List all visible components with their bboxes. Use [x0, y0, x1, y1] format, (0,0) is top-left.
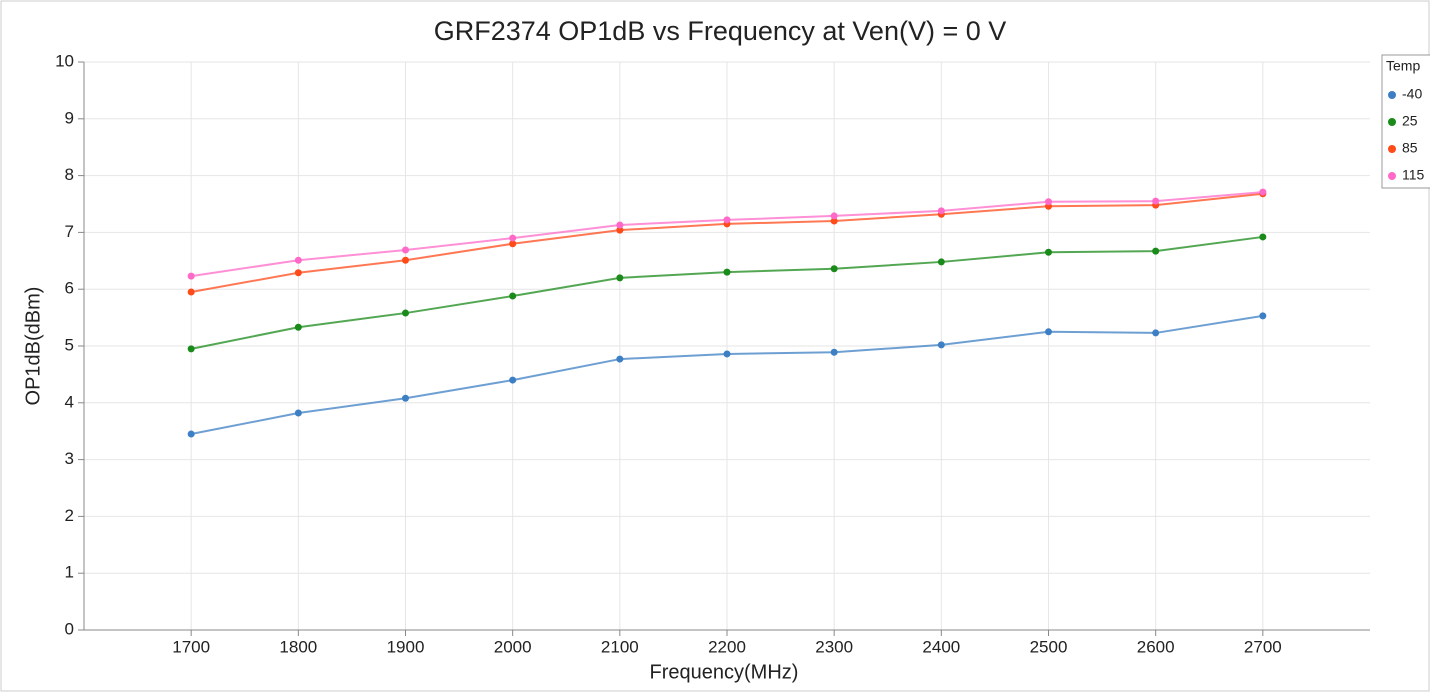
y-tick-label: 5 [65, 335, 74, 354]
x-tick-label: 2600 [1137, 637, 1175, 656]
x-tick-label: 2000 [494, 637, 532, 656]
legend-marker [1388, 172, 1396, 180]
legend-label: 85 [1402, 140, 1418, 156]
y-tick-label: 1 [65, 563, 74, 582]
x-tick-label: 2200 [708, 637, 746, 656]
y-tick-label: 10 [55, 51, 74, 70]
data-point [1152, 197, 1160, 205]
data-point [294, 256, 302, 264]
data-point [1152, 247, 1160, 255]
data-point [294, 409, 302, 417]
x-tick-label: 1700 [172, 637, 210, 656]
legend-label: -40 [1402, 86, 1422, 102]
y-tick-label: 3 [65, 449, 74, 468]
x-tick-label: 2700 [1244, 637, 1282, 656]
y-tick-label: 2 [65, 506, 74, 525]
data-point [937, 258, 945, 266]
data-point [723, 268, 731, 276]
data-point [1045, 328, 1052, 336]
data-point [509, 234, 517, 242]
legend-label: 115 [1402, 167, 1425, 183]
x-tick-label: 2300 [815, 637, 853, 656]
data-point [937, 341, 945, 349]
data-point [187, 345, 195, 353]
data-point [616, 221, 624, 229]
legend-marker [1388, 91, 1396, 99]
data-point [402, 256, 409, 264]
data-point [723, 350, 731, 358]
data-point [830, 217, 838, 225]
data-point [830, 265, 838, 273]
chart-title: GRF2374 OP1dB vs Frequency at Ven(V) = 0… [434, 16, 1007, 46]
data-point [616, 355, 624, 363]
x-tick-label: 1800 [279, 637, 317, 656]
data-point [937, 207, 945, 215]
data-point [616, 226, 624, 234]
data-point [294, 269, 302, 277]
y-tick-label: 0 [65, 619, 74, 638]
data-point [1259, 233, 1267, 241]
y-tick-label: 8 [65, 165, 74, 184]
data-point [1152, 329, 1160, 337]
legend-marker [1388, 118, 1396, 126]
x-tick-label: 2500 [1030, 637, 1068, 656]
y-tick-label: 9 [65, 108, 74, 127]
x-tick-label: 2400 [922, 637, 960, 656]
data-point [187, 430, 195, 438]
legend-label: 25 [1402, 113, 1418, 129]
x-tick-label: 2100 [601, 637, 639, 656]
data-point [187, 272, 195, 280]
y-tick-label: 6 [65, 279, 74, 298]
data-point [187, 288, 195, 296]
data-point [616, 274, 624, 282]
data-point [830, 212, 838, 220]
legend-marker [1388, 145, 1396, 153]
x-axis-label: Frequency(MHz) [650, 661, 799, 683]
data-point [1259, 312, 1267, 320]
y-axis-label: OP1dB(dBm) [22, 287, 44, 406]
y-tick-label: 4 [65, 392, 74, 411]
data-point [294, 323, 302, 331]
x-tick-label: 1900 [387, 637, 425, 656]
y-tick-label: 7 [65, 222, 74, 241]
data-point [723, 216, 731, 224]
data-point [830, 348, 838, 356]
data-point [509, 240, 517, 248]
legend-title: Temp [1386, 58, 1420, 74]
data-point [1045, 198, 1052, 206]
data-point [509, 292, 517, 300]
data-point [402, 394, 409, 402]
data-point [402, 246, 409, 254]
data-point [402, 309, 409, 317]
data-point [1045, 248, 1052, 256]
data-point [1259, 188, 1267, 196]
data-point [509, 376, 517, 384]
